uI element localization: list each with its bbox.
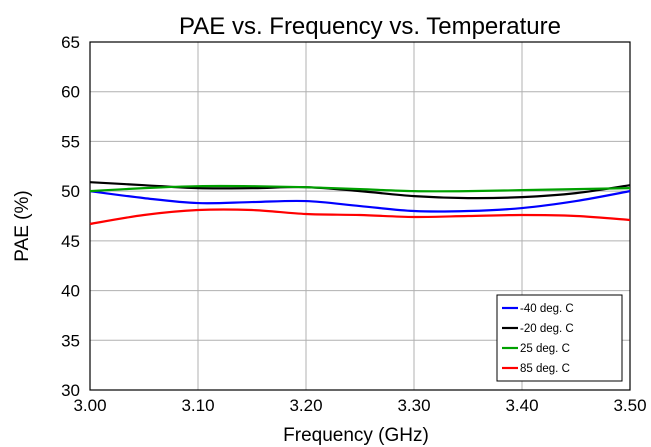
y-tick-label: 65 [61,33,80,52]
legend-label: 85 deg. C [520,363,570,375]
x-tick-labels: 3.00 3.10 3.20 3.30 3.40 3.50 [73,396,646,415]
series-line-2 [89,184,631,193]
y-tick-labels: 30 35 40 45 50 55 60 65 [61,33,80,400]
series-line-0 [89,190,631,213]
legend-label: 25 deg. C [520,343,570,355]
plot-frame [89,41,631,391]
x-tick-label: 3.50 [613,396,646,415]
x-axis-title: Frequency (GHz) [283,425,429,446]
legend-box [496,294,623,382]
series-group [89,181,631,226]
y-tick-label: 50 [61,182,80,201]
x-tick-label: 3.00 [73,396,106,415]
legend-label: -40 deg. C [520,303,574,315]
legend: -40 deg. C -20 deg. C 25 deg. C 85 deg. C [496,294,623,382]
x-tick-label: 3.30 [397,396,430,415]
y-tick-label: 35 [61,331,80,350]
y-axis-title: PAE (%) [12,190,33,261]
legend-label: -20 deg. C [520,323,574,335]
y-tick-label: 40 [61,282,80,301]
x-tick-label: 3.10 [181,396,214,415]
x-tick-label: 3.20 [289,396,322,415]
y-tick-label: 55 [61,132,80,151]
chart-title: PAE vs. Frequency vs. Temperature [179,13,561,40]
y-tick-label: 60 [61,83,80,102]
series-line-3 [89,208,631,226]
x-tick-label: 3.40 [505,396,538,415]
y-tick-label: 45 [61,232,80,251]
y-tick-label: 30 [61,381,80,400]
